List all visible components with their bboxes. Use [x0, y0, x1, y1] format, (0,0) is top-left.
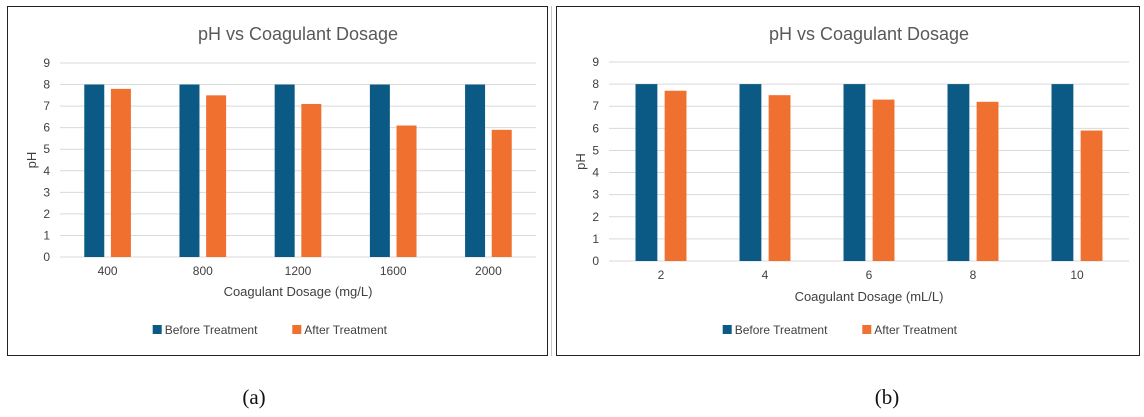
y-tick-label: 6: [592, 121, 599, 135]
bar-before-treatment-800: [179, 84, 200, 257]
chart-panel-b: pH vs Coagulant Dosage 0 1 2 3 4 5 6 7 8 9 pH 2 4 6 8 10…: [556, 6, 1140, 356]
x-tick-label: 4: [762, 268, 769, 282]
bar-before-treatment-4: [739, 84, 762, 261]
legend-swatch: [292, 325, 302, 334]
bar-after-treatment-2: [664, 90, 687, 261]
bar-after-treatment-400: [110, 88, 131, 257]
y-axis-label: pH: [24, 152, 39, 169]
chart-title: pH vs Coagulant Dosage: [769, 24, 969, 44]
chart-b-svg: pH vs Coagulant Dosage 0 1 2 3 4 5 6 7 8 9 pH 2 4 6 8 10…: [573, 24, 1129, 337]
x-tick-label: 1200: [285, 264, 312, 278]
bar-before-treatment-1200: [274, 84, 295, 257]
y-tick-label: 4: [43, 164, 50, 178]
bar-before-treatment-6: [843, 84, 866, 261]
x-tick-label: 2: [658, 268, 665, 282]
bar-after-treatment-800: [206, 95, 227, 257]
bar-after-treatment-2000: [491, 129, 512, 257]
legend-label: After Treatment: [874, 323, 957, 337]
y-axis-label: pH: [573, 153, 588, 170]
y-tick-label: 5: [592, 143, 599, 157]
bar-before-treatment-2000: [465, 84, 486, 257]
y-tick-label: 6: [43, 121, 50, 135]
x-axis-label: Coagulant Dosage (mg/L): [224, 284, 373, 299]
y-tick-label: 0: [43, 250, 50, 264]
chart-a-svg: pH vs Coagulant Dosage 0 1 2 3 4 5 6 7 8 9 pH 400 800…: [24, 24, 536, 337]
x-tick-label: 8: [970, 268, 977, 282]
chart-panel-a: pH vs Coagulant Dosage 0 1 2 3 4 5 6 7 8 9 pH 400 800…: [7, 6, 548, 356]
bar-after-treatment-10: [1080, 130, 1103, 261]
legend-label: Before Treatment: [735, 323, 828, 337]
legend-label: Before Treatment: [165, 323, 258, 337]
legend-swatch: [862, 325, 872, 334]
x-tick-label: 10: [1070, 268, 1084, 282]
y-tick-label: 1: [592, 232, 599, 246]
bar-after-treatment-4: [768, 95, 791, 262]
y-tick-label: 3: [43, 185, 50, 199]
legend-label: After Treatment: [304, 323, 387, 337]
bar-after-treatment-6: [872, 99, 895, 261]
y-tick-label: 8: [43, 78, 50, 92]
y-tick-label: 9: [43, 56, 50, 70]
legend-swatch: [722, 325, 732, 334]
legend-swatch: [152, 325, 162, 334]
x-tick-label: 1600: [380, 264, 407, 278]
y-tick-label: 2: [592, 210, 599, 224]
y-tick-label: 0: [592, 254, 599, 268]
bar-before-treatment-400: [84, 84, 105, 257]
bar-before-treatment-10: [1051, 84, 1074, 261]
x-tick-label: 6: [866, 268, 873, 282]
caption-a: (a): [242, 385, 266, 409]
bar-after-treatment-1200: [301, 103, 322, 257]
bar-before-treatment-2: [635, 84, 658, 261]
y-tick-label: 2: [43, 207, 50, 221]
x-tick-label: 400: [98, 264, 118, 278]
caption-b: (b): [874, 385, 900, 409]
x-tick-label: 800: [193, 264, 213, 278]
y-tick-label: 9: [592, 55, 599, 69]
bar-before-treatment-1600: [369, 84, 390, 257]
y-tick-label: 4: [592, 166, 599, 180]
x-axis-label: Coagulant Dosage (mL/L): [795, 289, 944, 304]
y-tick-label: 5: [43, 142, 50, 156]
y-tick-label: 3: [592, 188, 599, 202]
y-tick-label: 7: [592, 99, 599, 113]
y-tick-label: 1: [43, 228, 50, 242]
x-tick-label: 2000: [475, 264, 502, 278]
bar-after-treatment-1600: [396, 125, 417, 257]
panel-divider: [551, 6, 552, 356]
bar-after-treatment-8: [976, 101, 999, 261]
chart-title: pH vs Coagulant Dosage: [198, 24, 398, 44]
y-tick-label: 7: [43, 99, 50, 113]
bar-before-treatment-8: [947, 84, 970, 261]
y-tick-label: 8: [592, 77, 599, 91]
